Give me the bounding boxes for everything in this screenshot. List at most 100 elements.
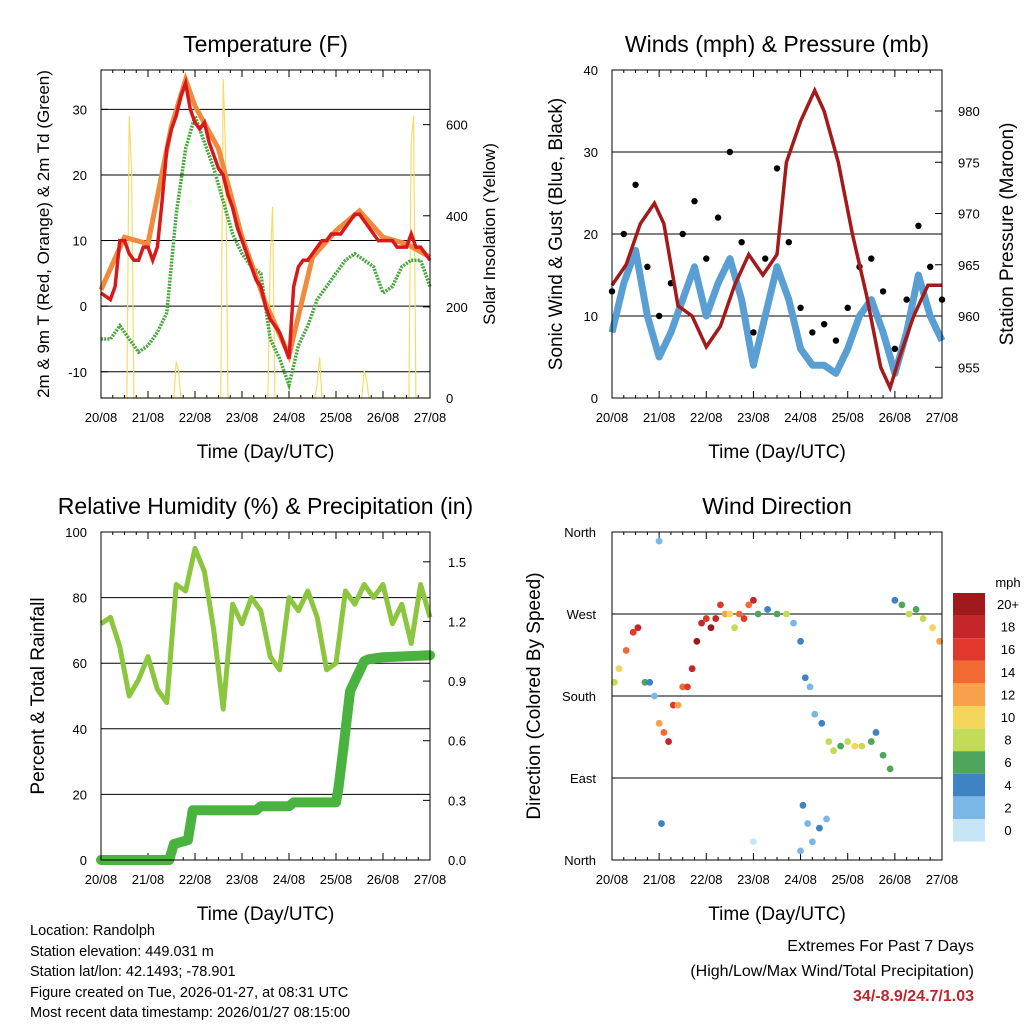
direction-point xyxy=(693,637,701,645)
y-tick-label: 0 xyxy=(80,299,87,314)
direction-point xyxy=(773,610,781,618)
y-tick-label: 10 xyxy=(584,309,598,324)
station-info: Location: Randolph Station elevation: 44… xyxy=(30,921,350,1024)
winds-pressure-panel: Winds (mph) & Pressure (mb) Time (Day/UTC… xyxy=(546,31,1018,463)
direction-point xyxy=(735,610,743,618)
direction-point xyxy=(750,838,757,846)
direction-point xyxy=(615,665,623,673)
direction-point xyxy=(783,610,790,618)
legend-label: 6 xyxy=(1004,755,1011,770)
y-tick-label: 10 xyxy=(73,234,87,249)
x-tick-label: 24/08 xyxy=(784,410,817,425)
direction-point xyxy=(745,601,753,609)
latlon-text: Station lat/lon: 42.1493; -78.901 xyxy=(30,964,236,980)
x-axis-label: Time (Day/UTC) xyxy=(708,442,846,463)
direction-point xyxy=(712,615,720,622)
direction-point xyxy=(660,729,668,736)
y-tick-label: North xyxy=(564,525,596,540)
gust-point xyxy=(620,230,627,238)
direction-point xyxy=(808,838,816,846)
humidity-precip-panel: Relative Humidity (%) & Precipitation (i… xyxy=(28,493,473,925)
direction-point xyxy=(905,610,913,618)
y2-tick-label: 0.3 xyxy=(448,793,466,808)
gust-point xyxy=(679,230,686,238)
legend-swatch xyxy=(953,728,985,752)
legend-label: 0 xyxy=(1004,823,1011,838)
legend-label: 20+ xyxy=(997,597,1019,612)
direction-point xyxy=(816,824,823,832)
y-tick-label: 40 xyxy=(73,722,87,737)
y2-tick-label: 0.0 xyxy=(448,853,466,868)
x-tick-label: 27/08 xyxy=(414,872,447,887)
gust-point xyxy=(879,288,887,295)
x-tick-label: 20/08 xyxy=(85,410,118,425)
y2-tick-label: 960 xyxy=(958,309,980,324)
direction-point xyxy=(879,751,887,759)
y2-axis-label: Solar Insolation (Yellow) xyxy=(480,143,499,325)
direction-point xyxy=(688,665,696,673)
direction-point xyxy=(804,820,812,827)
legend-label: 16 xyxy=(1001,642,1015,657)
x-tick-label: 23/08 xyxy=(226,872,259,887)
x-tick-label: 27/08 xyxy=(926,410,959,425)
y2-tick-label: 200 xyxy=(446,300,468,315)
x-tick-label: 20/08 xyxy=(596,872,629,887)
station-pressure-line xyxy=(610,86,942,393)
chart-title: Winds (mph) & Pressure (mb) xyxy=(625,31,929,57)
gust-point xyxy=(750,329,757,336)
gust-point xyxy=(820,321,828,328)
x-tick-label: 23/08 xyxy=(737,872,770,887)
direction-point xyxy=(641,678,649,686)
direction-point xyxy=(790,619,797,627)
legend-swatch xyxy=(953,706,985,729)
y-tick-label: 30 xyxy=(73,102,87,117)
y2-tick-label: 1.5 xyxy=(448,555,466,570)
direction-point xyxy=(707,624,715,632)
extremes-values: 34/-8.9/24.7/1.03 xyxy=(853,988,974,1005)
x-tick-label: 23/08 xyxy=(226,410,259,425)
y-axis-label: Direction (Colored By Speed) xyxy=(524,572,545,819)
gust-point xyxy=(644,263,651,270)
y-tick-label: 100 xyxy=(65,525,87,540)
direction-point xyxy=(929,624,936,632)
y2-tick-label: 0.6 xyxy=(448,734,466,749)
direction-point xyxy=(830,747,837,755)
legend-swatch xyxy=(953,773,985,797)
legend-label: 14 xyxy=(1001,665,1015,680)
direction-point xyxy=(702,615,710,622)
direction-point xyxy=(665,738,672,745)
direction-point xyxy=(629,628,637,636)
elevation-text: Station elevation: 449.031 m xyxy=(30,943,214,960)
extremes-subtitle: (High/Low/Max Wind/Total Precipitation) xyxy=(690,963,974,980)
direction-point xyxy=(726,610,734,618)
legend-swatch xyxy=(953,638,985,661)
legend-swatch xyxy=(953,819,985,842)
legend-label: 10 xyxy=(1001,710,1015,725)
y-tick-label: North xyxy=(564,853,596,868)
direction-point xyxy=(731,624,738,632)
y-tick-label: -10 xyxy=(68,365,87,380)
y-tick-label: East xyxy=(570,771,596,786)
y2-axis-label: Station Pressure (Maroon) xyxy=(997,123,1018,346)
gust-point xyxy=(891,345,899,352)
y2-tick-label: 980 xyxy=(958,104,980,119)
chart-title: Wind Direction xyxy=(702,493,852,519)
legend-swatch xyxy=(953,660,985,684)
x-tick-label: 22/08 xyxy=(690,410,723,425)
x-tick-label: 25/08 xyxy=(320,410,353,425)
y2-tick-label: 0 xyxy=(446,391,453,406)
gust-point xyxy=(632,181,639,188)
legend-label: 8 xyxy=(1004,733,1011,748)
legend-label: 4 xyxy=(1004,778,1011,793)
direction-point xyxy=(886,765,894,773)
direction-point xyxy=(806,683,814,691)
sonic-wind-line xyxy=(608,246,946,377)
direction-point xyxy=(750,596,757,604)
x-tick-label: 26/08 xyxy=(879,410,912,425)
created-text: Figure created on Tue, 2026-01-27, at 08… xyxy=(30,984,349,1001)
gust-point xyxy=(844,304,851,311)
plot-frame xyxy=(611,69,943,399)
gust-point xyxy=(915,222,922,229)
